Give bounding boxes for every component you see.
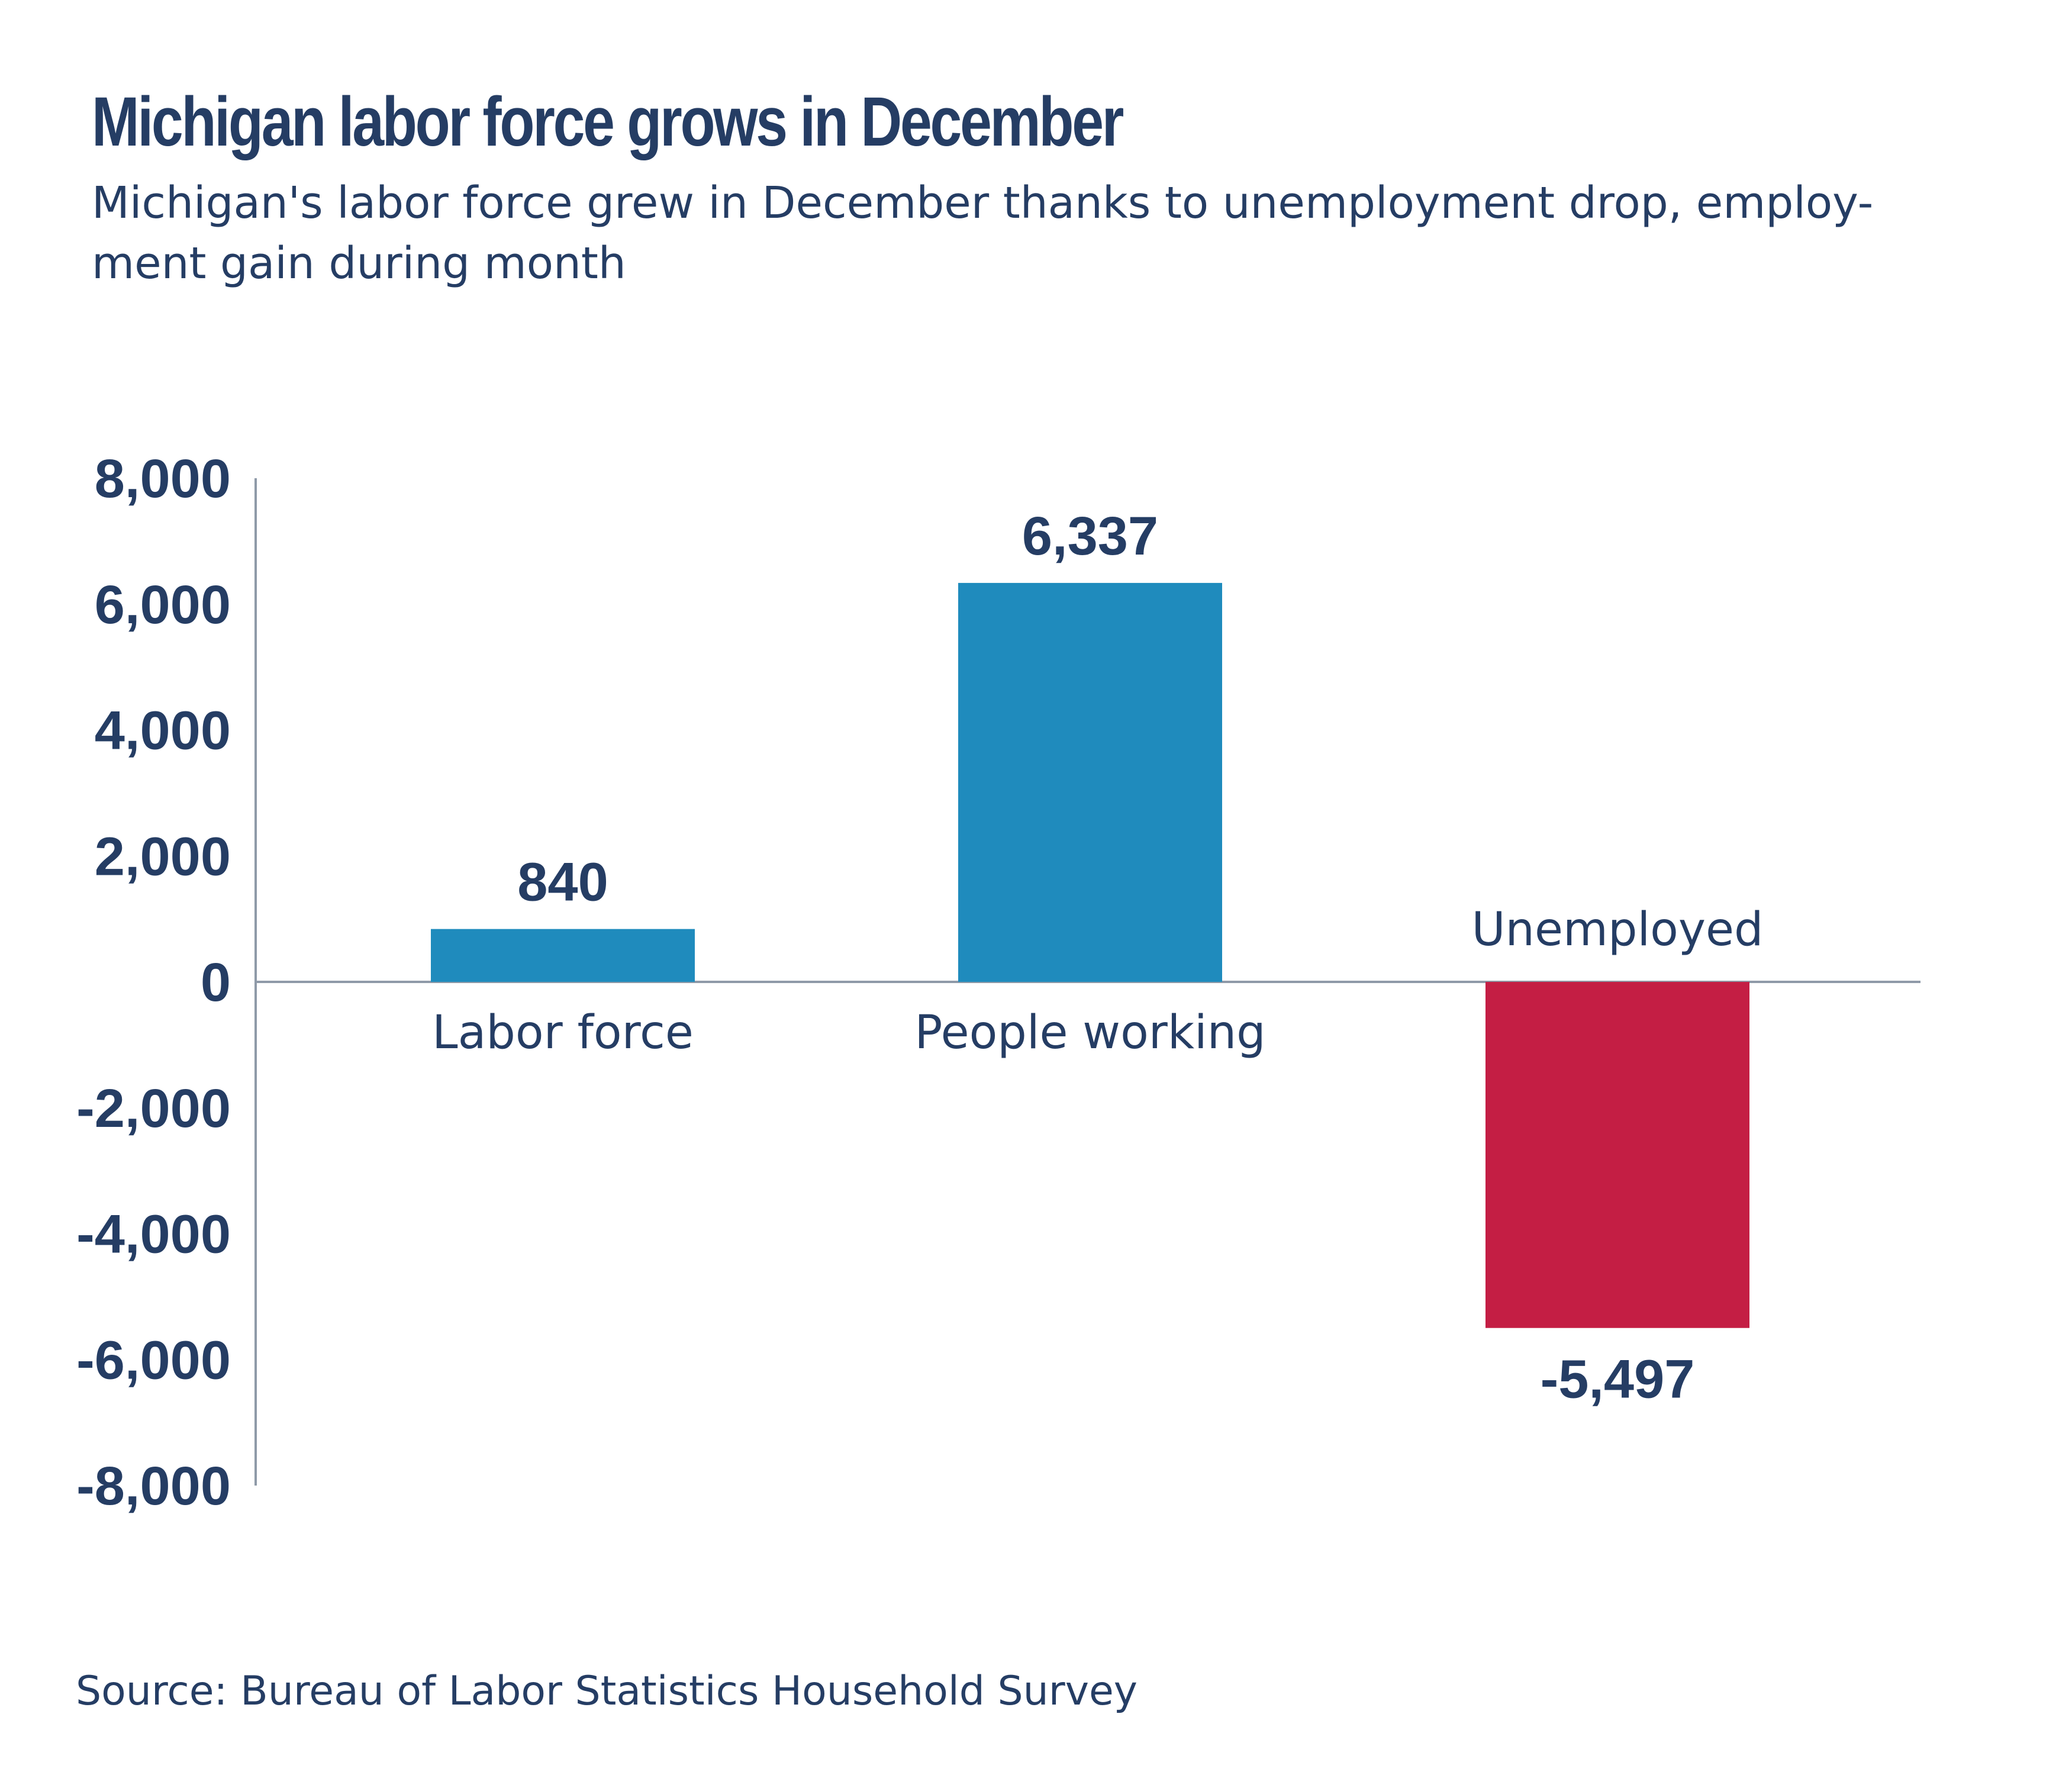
y-tick-label: -6,000 — [76, 1330, 231, 1390]
value-label: -5,497 — [1541, 1349, 1695, 1410]
value-label: 6,337 — [1022, 506, 1158, 566]
source-note: Source: Bureau of Labor Statistics House… — [76, 1668, 1138, 1715]
y-tick-label: -2,000 — [76, 1078, 231, 1139]
labels-layer: 840 Labor force 6,337 People working -5,497 U… — [432, 506, 1763, 1410]
y-tick-label: 4,000 — [95, 701, 231, 761]
y-tick-label: 8,000 — [95, 449, 231, 509]
bar-labor-force — [431, 929, 695, 982]
bar-unemployed — [1485, 982, 1749, 1328]
category-label: People working — [914, 1006, 1265, 1059]
category-label: Unemployed — [1471, 903, 1763, 956]
bar-people-working — [958, 582, 1222, 982]
chart-title: Michigan labor force grows in December — [92, 83, 1124, 161]
category-label: Labor force — [432, 1006, 694, 1059]
y-tick-label: 0 — [201, 952, 231, 1013]
y-tick-label: 6,000 — [95, 575, 231, 635]
y-tick-label: -8,000 — [76, 1456, 231, 1516]
y-tick-label: 2,000 — [95, 826, 231, 887]
y-tick-label: -4,000 — [76, 1204, 231, 1265]
value-label: 840 — [517, 852, 608, 913]
chart-subtitle: Michigan's labor force grew in December … — [92, 178, 1874, 289]
bars-layer — [431, 582, 1749, 1328]
